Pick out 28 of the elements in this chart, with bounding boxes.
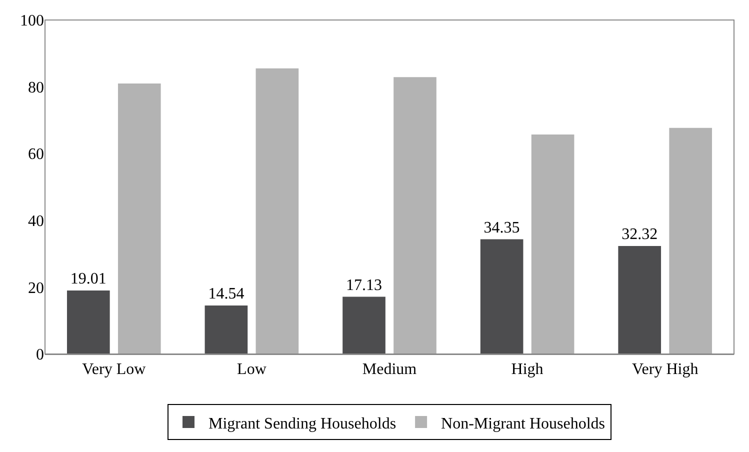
x-tick-label: Very Low bbox=[82, 361, 146, 378]
bar bbox=[118, 83, 161, 354]
bar bbox=[342, 296, 386, 354]
x-tick-label: Medium bbox=[362, 361, 418, 378]
bar bbox=[480, 239, 524, 354]
legend-label: Migrant Sending Households bbox=[208, 415, 396, 432]
data-label: 14.54 bbox=[208, 285, 244, 302]
x-tick-label: High bbox=[511, 361, 544, 378]
bar bbox=[669, 128, 712, 354]
data-label: 32.32 bbox=[622, 226, 658, 244]
x-tick-label: Very High bbox=[632, 361, 698, 378]
y-tick-label: 100 bbox=[20, 12, 44, 30]
bar bbox=[618, 246, 662, 354]
data-label: 17.13 bbox=[346, 276, 382, 294]
data-label: 19.01 bbox=[70, 270, 106, 288]
bar bbox=[394, 77, 436, 354]
legend-label: Non-Migrant Households bbox=[441, 415, 606, 432]
bar bbox=[66, 290, 110, 354]
bar bbox=[256, 68, 299, 354]
y-tick-label: 80 bbox=[28, 79, 44, 96]
data-label: 34.35 bbox=[484, 219, 520, 236]
y-tick-label: 20 bbox=[28, 280, 44, 297]
bar bbox=[531, 134, 574, 354]
x-tick-label: Low bbox=[237, 361, 267, 378]
y-tick-label: 0 bbox=[36, 346, 44, 364]
y-tick-label: 60 bbox=[28, 146, 44, 164]
y-tick-label: 40 bbox=[28, 213, 44, 230]
bar bbox=[204, 305, 248, 354]
